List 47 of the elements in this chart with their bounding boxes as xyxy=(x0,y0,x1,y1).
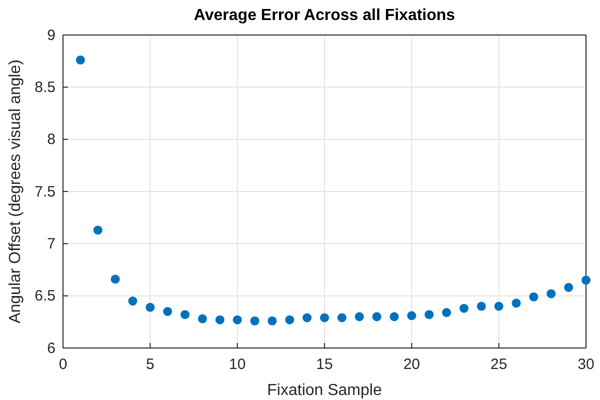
point xyxy=(110,274,120,284)
x-tick-label: 25 xyxy=(490,356,508,373)
point xyxy=(494,302,504,311)
point xyxy=(163,306,172,316)
point xyxy=(198,314,207,324)
point xyxy=(146,302,155,312)
point xyxy=(232,315,242,324)
x-tick-label: 10 xyxy=(228,356,246,373)
x-tick-label: 20 xyxy=(403,356,420,373)
point xyxy=(512,298,521,308)
point xyxy=(407,311,416,320)
point xyxy=(337,313,346,322)
point xyxy=(546,289,556,298)
point xyxy=(268,316,277,326)
point xyxy=(424,310,434,320)
x-tick-label: 5 xyxy=(146,356,154,373)
point xyxy=(529,292,538,302)
y-tick-label: 7.5 xyxy=(34,183,56,200)
y-tick-label: 8 xyxy=(47,131,56,148)
point xyxy=(581,276,591,285)
point xyxy=(354,312,364,322)
point xyxy=(302,313,312,322)
y-tick-label: 6.5 xyxy=(34,288,56,305)
point xyxy=(285,315,294,324)
x-tick-label: 15 xyxy=(316,356,333,373)
y-tick-label: 7 xyxy=(47,235,56,252)
point xyxy=(215,315,224,324)
y-tick-label: 8.5 xyxy=(34,78,56,96)
point xyxy=(390,312,399,322)
point xyxy=(128,296,138,306)
point xyxy=(250,316,260,326)
y-axis-title: Angular Offset (degrees visual angle) xyxy=(7,60,24,324)
y-tick-label: 6 xyxy=(47,340,56,357)
point xyxy=(180,310,190,320)
x-axis-title: Fixation Sample xyxy=(267,382,382,399)
point xyxy=(564,282,574,292)
chart-title: Average Error Across all Fixations xyxy=(194,7,456,24)
point xyxy=(320,313,330,322)
point xyxy=(459,304,468,313)
point xyxy=(93,226,102,235)
y-tick-label: 9 xyxy=(47,26,56,44)
x-tick-label: 0 xyxy=(58,356,68,373)
point xyxy=(442,308,452,318)
point xyxy=(476,302,486,311)
point xyxy=(372,312,382,322)
x-tick-label: 30 xyxy=(578,356,594,373)
point xyxy=(76,56,85,65)
